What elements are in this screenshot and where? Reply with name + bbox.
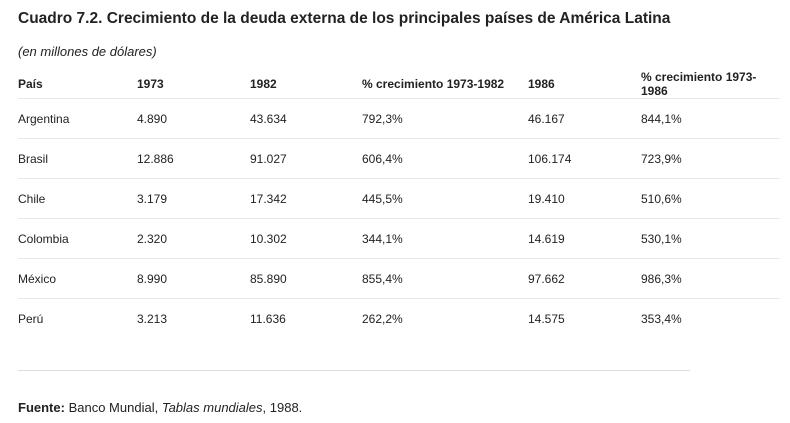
table-cell: Brasil: [18, 138, 137, 179]
table-cell: 14.619: [528, 218, 641, 259]
table-cell: 792,3%: [362, 98, 528, 139]
table-cell: México: [18, 258, 137, 299]
table-cell: 344,1%: [362, 218, 528, 259]
column-header: 1973: [137, 70, 250, 99]
table-cell: Colombia: [18, 218, 137, 259]
table-cell: 2.320: [137, 218, 250, 259]
table-cell: 14.575: [528, 311, 565, 326]
table-cell: 855,4%: [362, 258, 528, 299]
column-header: 1986: [528, 70, 641, 99]
table-cell: 606,4%: [362, 138, 528, 179]
table-cell: 510,6%: [641, 178, 780, 219]
title: Cuadro 7.2. Crecimiento de la deuda exte…: [18, 10, 671, 27]
table-cell: 12.886: [137, 138, 250, 179]
table-cell: 19.410: [528, 178, 641, 219]
table-cell: 844,1%: [641, 98, 780, 139]
table-cell: 85.890: [250, 258, 362, 299]
table-cell: 445,5%: [362, 178, 528, 219]
table-row: México 8.990 85.890 855,4% 97.662 986,3%: [18, 258, 780, 299]
table-cell: Perú: [18, 311, 44, 326]
table-cell: 11.636: [250, 311, 286, 326]
table-cell: Argentina: [18, 98, 137, 139]
table-cell: 17.342: [250, 178, 362, 219]
header-row: País 1973 1982% crecimiento 1973-1982 1986%…: [18, 70, 780, 99]
table-cell: 106.174: [528, 138, 641, 179]
separator: [18, 370, 690, 371]
column-header: % crecimiento 1973-1982: [362, 70, 528, 99]
table-cell: 262,2%: [362, 311, 403, 326]
table-cell: 3.213: [137, 311, 168, 326]
table-cell: 43.634: [250, 98, 362, 139]
footer-source: Banco Mundial,: [68, 400, 159, 415]
footer-year: , 1988.: [262, 400, 303, 415]
table-cell: 723,9%: [641, 138, 780, 179]
column-header: 1982: [250, 70, 362, 99]
table-cell: 8.990: [137, 258, 250, 299]
column-header: País: [18, 70, 137, 99]
table-row: Colombia 2.320 10.302 344,1% 14.619 530,1%: [18, 218, 780, 259]
table-cell: 3.179: [137, 178, 250, 219]
table-cell: 97.662: [528, 258, 641, 299]
footer-work: Tablas mundiales: [161, 400, 263, 415]
table-cell: 530,1%: [641, 218, 780, 259]
table-cell: 46.167: [528, 98, 641, 139]
column-header: % crecimiento 1973-1986: [641, 70, 780, 99]
table-row: Perú 3.213 11.636 262,2% 14.575 353,4%: [18, 299, 780, 339]
table-cell: 91.027: [250, 138, 362, 179]
table-row: Argentina 4.890 43.634 792,3% 46.167 844,1%: [18, 98, 780, 139]
table-cell: 10.302: [250, 218, 362, 259]
table-cell: 986,3%: [641, 258, 780, 299]
table-cell: 4.890: [137, 98, 250, 139]
table-row: Brasil 12.886 91.027 606,4% 106.174 723,9%: [18, 138, 780, 179]
table-row: Chile 3.179 17.342 445,5% 19.410 510,6%: [18, 178, 780, 219]
footer-label: Fuente:: [18, 400, 65, 415]
table-body: Argentina 4.890 43.634 792,3% 46.167 844,1% Br…: [18, 98, 780, 339]
subtitle: (en millones de dólares): [18, 44, 157, 59]
footer: Fuente: Banco Mundial, Tablas mundiales,…: [18, 400, 302, 415]
table-cell: Chile: [18, 178, 137, 219]
debt-table: País 1973 1982% crecimiento 1973-1982 1986%…: [18, 70, 780, 338]
table-cell: 353,4%: [641, 311, 682, 326]
